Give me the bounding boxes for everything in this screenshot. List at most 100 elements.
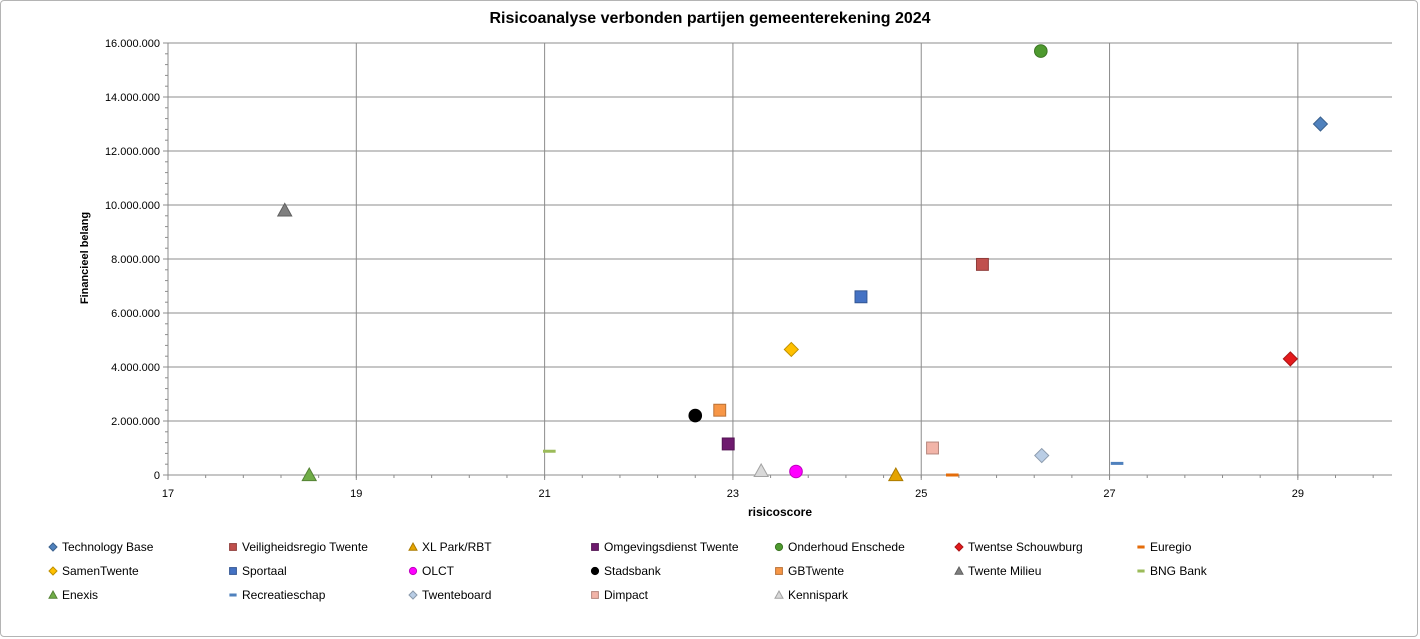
chart-title: Risicoanalyse verbonden partijen gemeent… [489, 10, 931, 27]
x-tick-label: 23 [727, 488, 739, 500]
y-axis-tick-labels: 0 2.000.000 4.000.000 6.000.000 8.000.000 10.… [105, 38, 160, 482]
legend-marker-icon [408, 566, 418, 576]
legend-label: Dimpact [604, 588, 649, 602]
data-point-sportaal [854, 290, 868, 304]
y-tick-label: 14.000.000 [105, 92, 160, 104]
axes [163, 42, 1392, 480]
legend-item: Recreatieschap [228, 588, 325, 602]
data-point-dimpact [926, 441, 939, 455]
legend-item: Twenteboard [408, 588, 491, 602]
x-tick-label: 25 [915, 488, 927, 500]
data-point-bng-bank [543, 449, 556, 453]
legend-marker-icon [229, 593, 237, 597]
legend-item: Technology Base [48, 540, 153, 554]
data-point-kennispark [753, 462, 770, 478]
legend-label: Twente Milieu [968, 564, 1042, 578]
data-point-onderhoud-enschede [1034, 44, 1048, 58]
legend-marker-icon [774, 589, 784, 599]
legend-label: Stadsbank [604, 564, 661, 578]
legend-item: BNG Bank [1136, 564, 1207, 578]
legend-label: SamenTwente [62, 564, 139, 578]
legend-item: SamenTwente [48, 564, 139, 578]
legend-label: Twentse Schouwburg [968, 540, 1083, 554]
data-point-twenteboard [1034, 447, 1050, 464]
data-point-samentwente [783, 341, 800, 358]
legend-marker-icon [1137, 545, 1145, 549]
legend-marker-icon [591, 543, 599, 551]
legend-label: BNG Bank [1150, 564, 1207, 578]
scatter-plot: 0 2.000.000 4.000.000 6.000.000 8.000.000 10.… [79, 38, 1392, 519]
legend-label: Kennispark [788, 588, 849, 602]
legend-label: Onderhoud Enschede [788, 540, 905, 554]
y-tick-label: 2.000.000 [111, 416, 160, 428]
legend-item: Kennispark [774, 588, 848, 602]
grid-lines [168, 42, 1392, 475]
data-point-stadsbank [688, 408, 703, 423]
legend-item: Onderhoud Enschede [774, 540, 905, 554]
legend-marker-icon [408, 590, 418, 600]
legend-label: Technology Base [62, 540, 154, 554]
legend-item: Twente Milieu [954, 564, 1041, 578]
legend-marker-icon [954, 565, 964, 575]
data-points [276, 44, 1329, 482]
data-point-gbtwente [713, 403, 727, 417]
legend-item: OLCT [408, 564, 454, 578]
x-tick-label: 21 [538, 488, 550, 500]
legend-label: Omgevingsdienst Twente [604, 540, 739, 554]
legend-label: OLCT [422, 564, 455, 578]
data-point-enexis [301, 466, 318, 482]
legend-item: Stadsbank [590, 564, 661, 578]
legend-item: XL Park/RBT [408, 540, 492, 554]
legend-marker-icon [954, 542, 964, 552]
y-tick-label: 16.000.000 [105, 38, 160, 50]
legend-item: Twentse Schouwburg [954, 540, 1083, 554]
y-tick-label: 0 [154, 470, 160, 482]
legend-label: Twenteboard [422, 588, 492, 602]
legend-label: Euregio [1150, 540, 1192, 554]
data-point-euregio [946, 473, 959, 477]
data-point-veiligheidsregio-twente [975, 257, 989, 271]
legend-marker-icon [591, 591, 599, 599]
x-axis-label: risicoscore [748, 505, 812, 519]
legend-item: GBTwente [774, 564, 844, 578]
legend-label: GBTwente [788, 564, 845, 578]
data-point-technology-base [1312, 116, 1329, 132]
data-point-recreatieschap [1110, 461, 1124, 465]
data-point-olct [789, 464, 803, 479]
legend-item: Dimpact [590, 588, 648, 602]
legend-marker-icon [408, 541, 418, 551]
y-tick-label: 8.000.000 [111, 254, 160, 266]
legend-marker-icon [1137, 569, 1145, 573]
legend-marker-icon [775, 567, 783, 575]
legend-marker-icon [774, 542, 784, 552]
legend-label: Sportaal [242, 564, 287, 578]
legend-marker-icon [229, 567, 237, 575]
x-tick-label: 17 [162, 488, 174, 500]
x-tick-label: 29 [1292, 488, 1304, 500]
data-point-omgevingsdienst-twente [721, 437, 735, 451]
y-tick-label: 6.000.000 [111, 308, 160, 320]
legend-label: Enexis [62, 588, 99, 602]
x-axis-tick-labels: 17 19 21 23 25 27 29 [162, 488, 1304, 500]
y-tick-label: 12.000.000 [105, 146, 160, 158]
legend-marker-icon [48, 589, 58, 599]
legend-marker-icon [48, 542, 58, 552]
legend-label: Veiligheidsregio Twente [242, 540, 368, 554]
legend-label: XL Park/RBT [422, 540, 492, 554]
data-point-twentse-schouwburg [1282, 351, 1299, 367]
x-tick-label: 27 [1103, 488, 1115, 500]
y-tick-label: 4.000.000 [111, 362, 160, 374]
y-tick-label: 10.000.000 [105, 200, 160, 212]
legend-item: Omgevingsdienst Twente [590, 540, 739, 554]
legend-marker-icon [229, 543, 237, 551]
x-tick-label: 19 [350, 488, 362, 500]
y-axis-label: Financieel belang [79, 212, 91, 304]
legend-item: Enexis [48, 588, 98, 602]
legend-marker-icon [48, 566, 58, 576]
data-point-xl-park-rbt [887, 466, 904, 482]
legend-item: Euregio [1136, 540, 1191, 554]
legend-marker-icon [590, 566, 600, 576]
data-point-twente-milieu [276, 202, 293, 217]
legend-item: Veiligheidsregio Twente [228, 540, 368, 554]
